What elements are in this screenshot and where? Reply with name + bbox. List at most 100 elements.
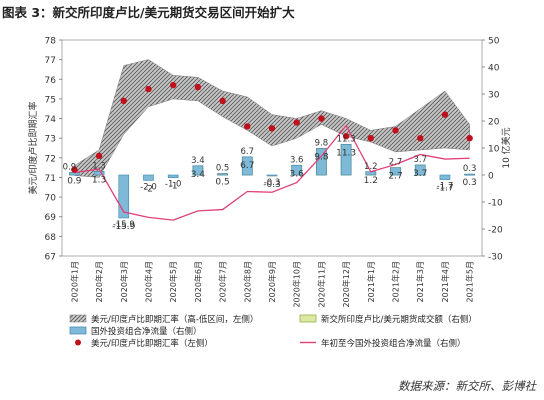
volume-data-label: 0.9: [67, 177, 82, 187]
volume-data-label: -1: [169, 182, 178, 192]
right-tick-label: 0: [488, 172, 494, 182]
spot-range-band: [74, 59, 470, 178]
x-tick-label: 2021年1月: [366, 261, 376, 302]
net-flow-bar: [93, 171, 105, 176]
volume-data-label: -0.3: [263, 180, 281, 190]
net-flow-data-label: -1.7: [437, 182, 454, 192]
net-flow-data-label: 3.4: [191, 156, 205, 166]
x-tick-label: 2020年10月: [292, 261, 302, 308]
left-tick-label: 71: [45, 174, 56, 184]
net-flow-data-label: 2.7: [389, 158, 403, 168]
left-tick-label: 77: [45, 56, 56, 66]
legend-label: 国外投资组合净流量（右侧）: [91, 326, 202, 337]
net-flow-data-label: 3.6: [290, 155, 304, 165]
volume-data-label: 9.8: [314, 153, 329, 163]
x-tick-label: 2020年11月: [316, 261, 326, 308]
left-tick-label: 73: [45, 135, 56, 145]
spot-rate-dot: [417, 134, 424, 142]
x-tick-label: 2020年5月: [168, 261, 178, 302]
net-flow-bar: [167, 174, 179, 178]
volume-data-label: 11.3: [336, 148, 356, 158]
x-tick-label: 2020年3月: [119, 261, 129, 302]
left-tick-label: 75: [45, 95, 56, 105]
legend-swatch-dot: [75, 339, 81, 346]
x-tick-label: 2020年2月: [94, 261, 104, 302]
x-tick-label: 2020年6月: [193, 261, 203, 302]
net-flow-bar: [414, 164, 426, 176]
right-tick-label: -20: [488, 226, 503, 236]
net-flow-data-label: -15.9: [113, 220, 135, 230]
right-tick-label: 10: [488, 145, 500, 155]
net-flow-data-label: 11.3: [337, 134, 356, 144]
spot-rate-dot: [194, 83, 202, 91]
left-tick-label: 68: [45, 233, 57, 243]
left-tick-label: 78: [45, 37, 57, 47]
volume-data-label: -2: [144, 184, 153, 194]
left-tick-label: 70: [45, 194, 57, 204]
spot-rate-dot: [342, 133, 350, 140]
net-flow-data-label: 3.7: [413, 155, 427, 165]
x-tick-label: 2021年4月: [440, 261, 450, 302]
volume-data-label: -1.7: [436, 184, 454, 194]
net-flow-bar: [69, 172, 80, 176]
net-flow-data-label: 0.5: [216, 164, 230, 174]
left-axis-title: 美元/印度卢比即期汇率: [27, 101, 39, 194]
x-tick-label: 2020年7月: [218, 261, 228, 302]
left-tick-label: 69: [45, 213, 57, 223]
x-tick-label: 2020年8月: [242, 261, 252, 302]
net-flow-bar: [217, 173, 228, 176]
legend-label: 美元/印度卢比即期汇率（左侧）: [91, 338, 213, 349]
volume-data-label: 6.7: [240, 161, 254, 171]
right-tick-label: 40: [488, 64, 500, 74]
right-tick-label: 20: [488, 118, 500, 128]
volume-data-label: 0.5: [215, 178, 229, 188]
chart-title: 图表 3：新交所印度卢比/美元期货交易区间开始扩大: [2, 5, 295, 20]
net-flow-data-label: 1.2: [364, 162, 378, 172]
net-flow-data-label: -1.0: [165, 180, 182, 190]
volume-data-label: 0.3: [462, 178, 476, 188]
right-tick-label: 50: [488, 37, 500, 47]
spot-rate-dot: [219, 97, 226, 105]
spot-rate-dot: [318, 115, 325, 122]
net-flow-bar: [464, 173, 475, 176]
x-tick-label: 2020年4月: [143, 261, 153, 302]
net-flow-bar: [439, 174, 451, 180]
data-source-note: 数据来源：新交所、彭博社: [398, 379, 536, 393]
spot-rate-dot: [293, 119, 300, 126]
x-tick-label: 2021年5月: [465, 261, 475, 302]
left-tick-label: 72: [45, 154, 56, 164]
left-tick-label: 67: [45, 253, 56, 263]
right-axis-title: 10 亿美元: [500, 127, 512, 168]
spot-rate-dot: [367, 134, 375, 142]
net-flow-bar: [192, 165, 204, 176]
spot-rate-dot: [169, 81, 177, 89]
x-tick-label: 2020年12月: [341, 261, 351, 308]
left-tick-label: 76: [45, 76, 57, 86]
spot-rate-dot: [244, 123, 251, 130]
net-flow-data-label: 0.9: [63, 163, 77, 173]
spot-rate-dot: [441, 111, 449, 118]
spot-rate-dot: [145, 85, 152, 93]
volume-data-label: 3.4: [191, 170, 206, 180]
right-tick-label: 30: [488, 91, 500, 101]
net-flow-data-label: 1.3: [92, 161, 106, 171]
x-tick-label: 2021年2月: [391, 261, 401, 302]
legend-swatch-volume: [299, 314, 317, 323]
net-flow-bar: [340, 144, 352, 176]
net-flow-data-label: 6.7: [241, 147, 255, 157]
left-tick-label: 74: [45, 115, 57, 125]
spot-rate-dot: [268, 125, 276, 132]
right-tick-label: -10: [488, 199, 503, 209]
volume-data-label: 1.2: [364, 176, 378, 186]
volume-data-label: 1.3: [92, 175, 106, 185]
legend-label: 年初至今国外投资组合净流量（右侧）: [321, 338, 466, 349]
net-flow-bar: [241, 156, 253, 176]
volume-data-label: 3.7: [413, 169, 427, 179]
net-flow-bar: [143, 174, 154, 181]
spot-rate-dot: [71, 166, 78, 173]
net-flow-data-label: -2.0: [140, 182, 157, 192]
net-flow-bar: [266, 174, 278, 177]
spot-rate-dot: [95, 152, 103, 160]
net-flow-bar: [118, 174, 130, 219]
